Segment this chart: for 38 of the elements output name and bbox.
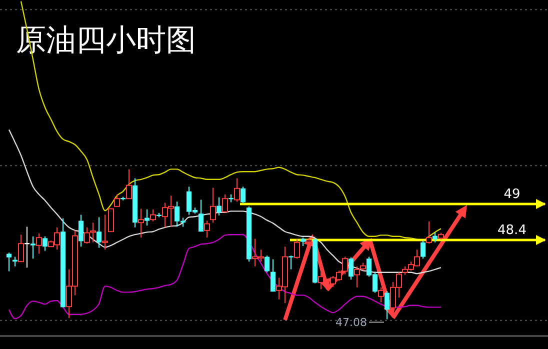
candlestick [240, 186, 246, 204]
candlestick [150, 208, 156, 222]
candlestick [426, 220, 432, 244]
ref-line-label: 48.4 [498, 223, 526, 238]
candlestick [384, 290, 390, 320]
candlestick [204, 220, 210, 238]
candlestick [342, 256, 348, 275]
candlestick [270, 258, 276, 292]
candlestick [96, 216, 102, 248]
candlestick [78, 214, 84, 248]
candlestick [18, 234, 24, 262]
candlestick [126, 168, 132, 200]
candlestick [210, 187, 216, 224]
candlestick [144, 208, 150, 226]
candlestick [102, 214, 108, 250]
candlestick [138, 208, 144, 238]
candlestick [36, 232, 42, 254]
candlestick [420, 240, 426, 260]
candlestick [84, 226, 90, 244]
candlestick [90, 222, 96, 243]
candlestick [108, 208, 114, 232]
candlestick [222, 194, 228, 213]
annotation: 47.08 [336, 316, 367, 330]
candlestick [42, 236, 48, 252]
candlestick [216, 196, 222, 216]
candlestick [378, 286, 384, 303]
candlestick [294, 238, 300, 260]
ref-line-label: 49 [504, 187, 520, 202]
candlestick [6, 252, 12, 272]
candlestick [288, 255, 294, 270]
candlestick [198, 199, 204, 232]
candlestick [234, 178, 240, 202]
candlestick [114, 194, 120, 207]
candlestick [30, 236, 36, 260]
candlestick [348, 256, 354, 280]
candlestick [432, 232, 438, 243]
candlestick [318, 272, 324, 290]
candlestick [264, 255, 270, 273]
